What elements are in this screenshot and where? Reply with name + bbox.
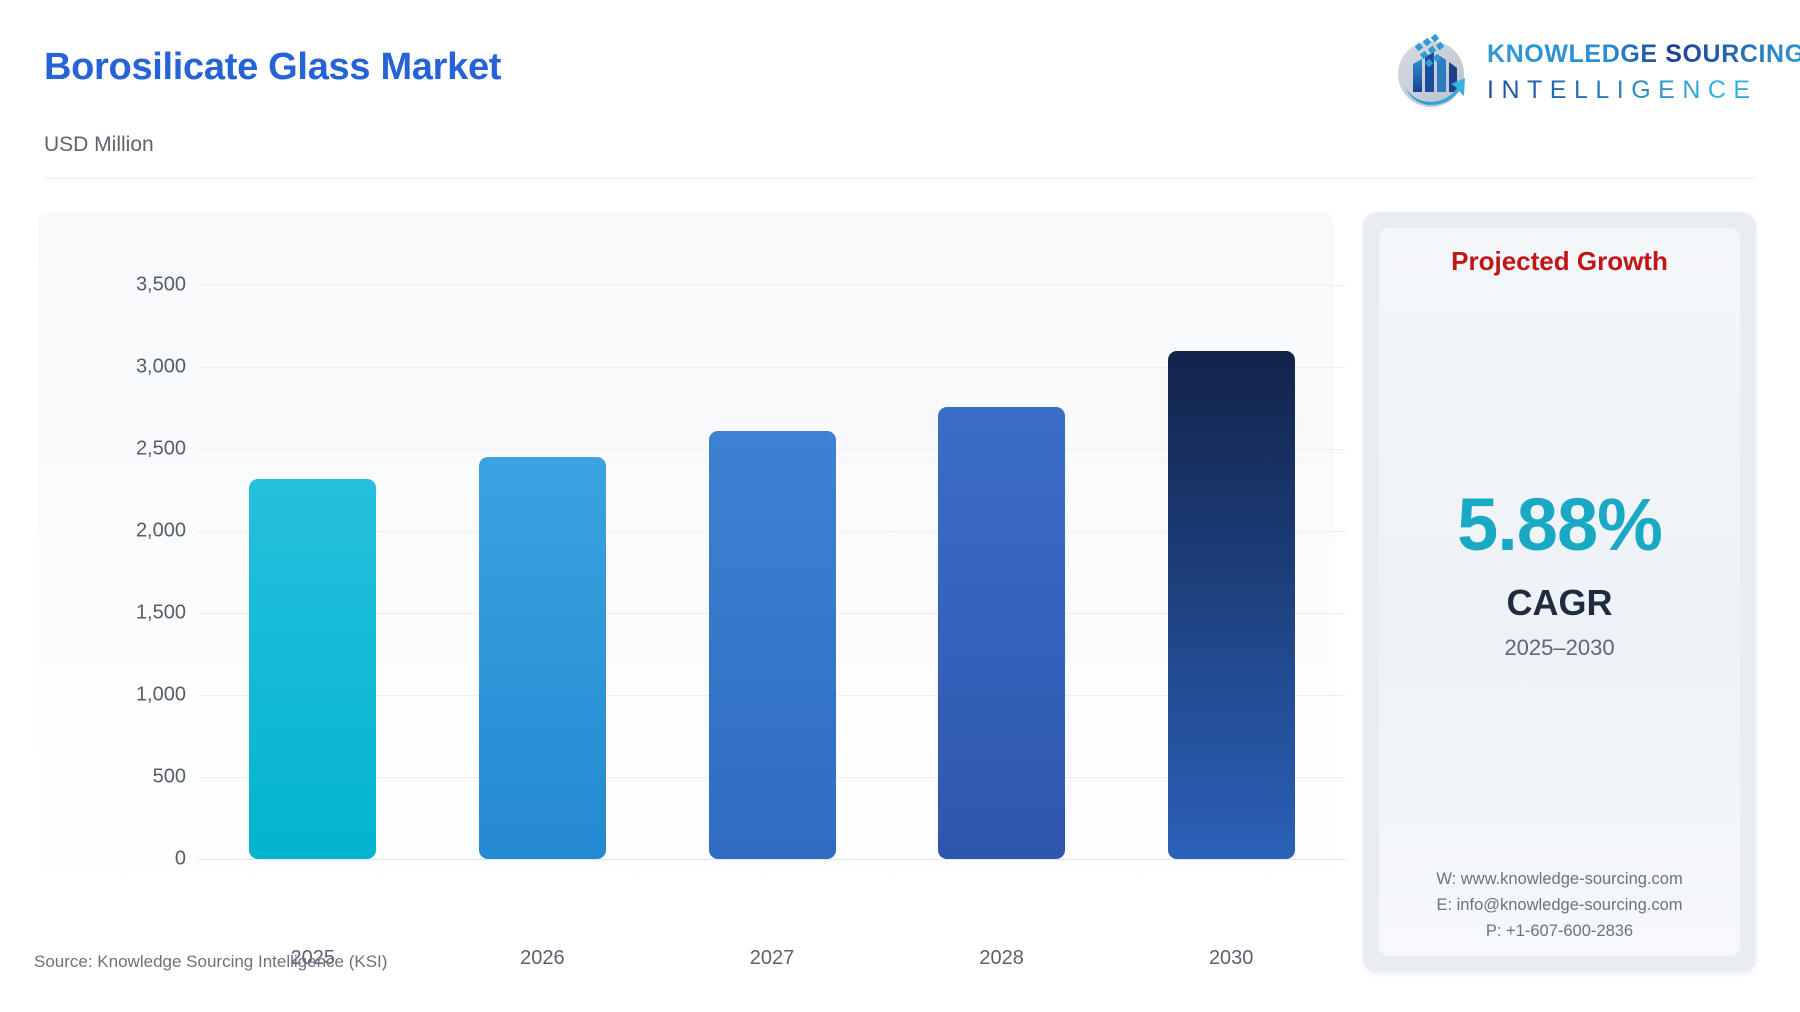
knowledge-sourcing-logo-mark-icon [1391,26,1477,112]
x-axis-tick-label-2026: 2026 [520,947,565,969]
x-axis-tick-label-2025: 2025 [290,947,336,969]
brand-logo-line2: INTELLIGENCE [1487,76,1800,105]
cagr-period: 2025–2030 [1504,635,1615,660]
contact-phone[interactable]: P: +1-607-600-2836 [1485,922,1634,940]
projected-growth-card-inner: Projected Growth 5.88% CAGR 2025–2030 W:… [1379,228,1740,956]
projected-growth-card: Projected Growth 5.88% CAGR 2025–2030 W:… [1363,212,1756,972]
y-axis-tick-label: 3,000 [135,355,186,378]
contact-block: W: www.knowledge-sourcing.com E: info@kn… [1379,866,1740,944]
projected-growth-heading: Projected Growth [1451,246,1668,276]
bar-2027[interactable] [708,430,836,859]
y-axis-tick-label: 1,000 [135,683,186,706]
page-title: Borosilicate Glass Market [44,46,502,88]
chart-panel: 0 500 1,000 1,500 2,000 2,500 3,000 3,500 2025 20… [38,212,1346,969]
x-axis-tick-label-2027: 2027 [749,947,795,969]
cagr-value: 5.88% [1457,483,1663,566]
x-axis-tick-label-2028: 2028 [979,947,1024,969]
page-subtitle: USD Million [44,133,154,156]
bar-2025[interactable] [249,478,377,859]
brand-logo: KNOWLEDGE SOURCING INTELLIGENCE [1391,22,1800,118]
bar-2030[interactable] [1167,351,1295,859]
y-axis-tick-label: 500 [152,765,186,788]
gridline [198,285,1346,286]
contact-email[interactable]: E: info@knowledge-sourcing.com [1436,896,1683,914]
brand-logo-text: KNOWLEDGE SOURCING INTELLIGENCE [1487,40,1800,105]
bar-2028[interactable] [938,407,1066,859]
cagr-label: CAGR [1506,582,1613,623]
bar-chart-plot-area: 0 500 1,000 1,500 2,000 2,500 3,000 3,500 2025 20… [136,274,1346,969]
bar-2026[interactable] [478,457,606,859]
y-axis-tick-label: 2,500 [135,437,186,460]
y-axis-tick-label: 1,500 [135,601,186,624]
contact-website[interactable]: W: www.knowledge-sourcing.com [1436,870,1683,888]
y-axis-tick-label: 0 [174,847,186,870]
header-divider [44,178,1756,179]
y-axis-tick-label: 3,500 [135,273,186,296]
y-axis-tick-label: 2,000 [135,519,186,542]
source-note: Source: Knowledge Sourcing Intelligence … [34,952,388,971]
x-axis-tick-label-2030: 2030 [1208,947,1254,969]
gridline [198,367,1346,368]
page-header: Borosilicate Glass Market USD Million [0,0,1800,179]
axis-baseline [198,859,1346,860]
brand-logo-line1: KNOWLEDGE SOURCING [1487,40,1800,69]
